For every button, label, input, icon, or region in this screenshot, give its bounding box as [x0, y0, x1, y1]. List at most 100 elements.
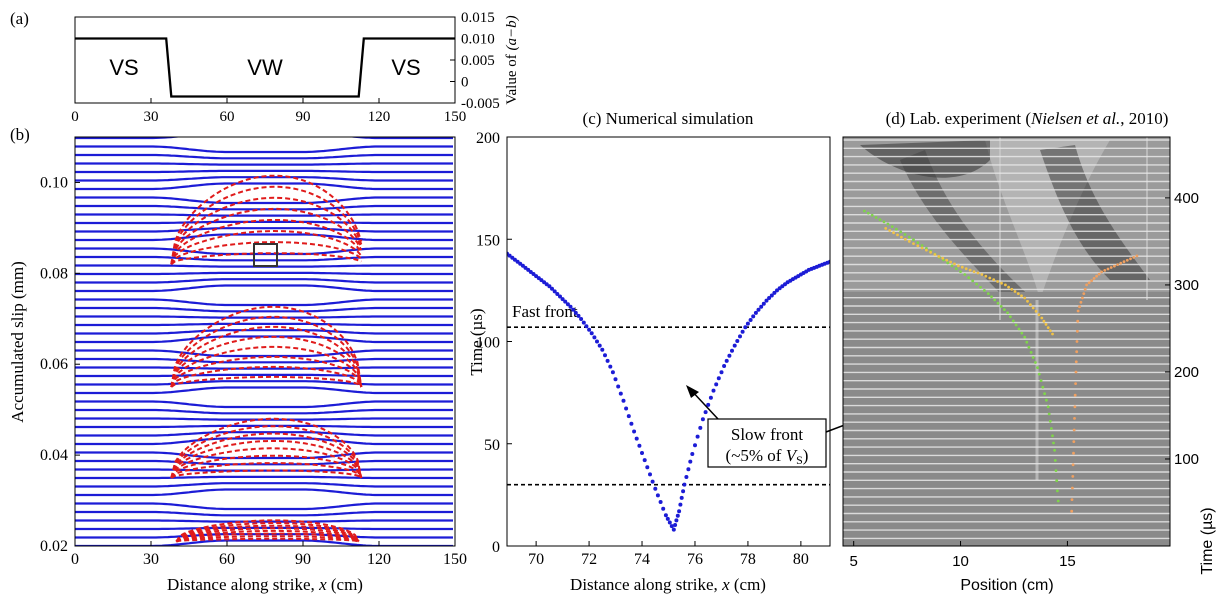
coseismic-curve — [175, 529, 360, 543]
lab-front-marker — [1070, 498, 1074, 501]
lab-front-marker — [1048, 329, 1052, 333]
lab-front-marker — [907, 235, 911, 239]
coseismic-curve — [170, 335, 363, 388]
simulation-point — [671, 527, 676, 532]
lab-front-marker — [1073, 405, 1077, 409]
panel-c-x-axis: 70 72 74 76 78 80 — [528, 541, 809, 568]
interseismic-curve — [75, 408, 453, 415]
region-label-vs-right: VS — [391, 55, 420, 80]
lab-front-marker — [1071, 486, 1074, 490]
lab-front-marker — [1017, 327, 1021, 331]
lab-front-marker — [1050, 427, 1053, 430]
coseismic-curve — [175, 522, 360, 543]
lab-front-marker — [983, 289, 986, 292]
lab-front-marker — [1000, 281, 1003, 285]
lab-front-marker — [878, 218, 882, 222]
simulation-point — [727, 353, 732, 358]
lab-front-marker — [1095, 274, 1098, 278]
lab-front-marker — [1029, 351, 1033, 354]
coseismic-curve — [175, 519, 360, 543]
panel-d-x-tick-label: 5 — [850, 553, 858, 570]
simulation-point — [595, 339, 599, 344]
lab-front-marker — [903, 233, 907, 236]
interseismic-curve — [75, 145, 453, 154]
lab-front-marker — [1074, 360, 1078, 364]
lab-front-marker — [1056, 489, 1059, 493]
simulation-point — [775, 288, 779, 293]
lab-front-marker — [1040, 316, 1044, 320]
panel-c-x-tick-label: 74 — [634, 551, 650, 568]
simulation-point — [634, 436, 639, 441]
lab-front-marker — [963, 273, 967, 276]
lab-front-marker — [976, 271, 980, 275]
lab-front-marker — [1020, 331, 1024, 335]
lab-front-marker — [890, 225, 894, 229]
simulation-point — [753, 310, 758, 315]
simulation-point — [706, 402, 711, 407]
simulation-point — [592, 335, 597, 340]
lab-front-marker — [1073, 417, 1076, 420]
lab-front-marker — [1071, 463, 1075, 467]
panel-c-y-axis: 200 150 100 50 0 — [476, 130, 512, 556]
lab-front-marker — [1078, 305, 1081, 309]
simulation-point — [653, 486, 658, 491]
coseismic-curve — [170, 365, 363, 388]
simulation-point — [732, 343, 737, 348]
simulation-point — [772, 290, 777, 295]
interseismic-curve — [75, 519, 453, 523]
region-label-vs-left: VS — [109, 55, 138, 80]
panel-b-x-axis: 0 30 60 90 120 150 — [71, 541, 467, 568]
panel-b-x-tick-label: 120 — [367, 551, 391, 568]
panel-a-letter: (a) — [10, 9, 29, 28]
panel-a-y-tick-label: -0.005 — [461, 96, 500, 112]
lab-front-marker — [953, 262, 956, 266]
panel-b-x-tick-label: 60 — [219, 551, 235, 568]
interseismic-curve — [75, 298, 453, 307]
interseismic-curve — [75, 357, 453, 364]
panel-c: (c) Numerical simulation Fast front 70 72… — [467, 109, 1031, 594]
interseismic-curve — [75, 169, 453, 174]
lab-front-marker — [1046, 326, 1050, 329]
panel-c-x-tick-label: 72 — [581, 551, 597, 568]
coseismic-curve — [170, 229, 363, 265]
lab-front-marker — [1097, 272, 1101, 276]
simulation-point — [764, 298, 769, 303]
lab-front-marker — [999, 305, 1003, 308]
simulation-point — [695, 434, 700, 439]
simulation-point — [698, 425, 703, 430]
lab-front-marker — [1034, 361, 1037, 364]
lab-front-marker — [980, 273, 984, 276]
lab-front-marker — [1090, 279, 1093, 282]
lab-front-marker — [1044, 323, 1048, 326]
simulation-point — [761, 301, 766, 306]
simulation-point — [568, 304, 573, 309]
coseismic-curve — [170, 417, 363, 479]
lab-front-marker — [1051, 434, 1054, 438]
lab-front-marker — [992, 278, 996, 282]
lab-front-marker — [945, 258, 949, 262]
lab-front-marker — [1081, 296, 1084, 300]
simulation-point — [759, 304, 764, 309]
panel-b-y-tick-label: 0.02 — [40, 538, 68, 555]
coseismic-curve — [170, 185, 363, 265]
interseismic-curve — [75, 213, 453, 217]
coseismic-curve — [170, 454, 363, 479]
interseismic-curve — [75, 437, 453, 446]
interseismic-curve — [75, 386, 453, 395]
panel-a-x-tick-label: 0 — [71, 109, 79, 125]
simulation-point — [560, 297, 565, 302]
panel-c-y-tick-label: 200 — [476, 130, 500, 147]
lab-front-marker — [964, 267, 968, 271]
coseismic-curve — [170, 325, 363, 388]
panel-a-y-axis: 0.015 0.010 0.005 0 -0.005 — [450, 10, 500, 112]
simulation-point — [552, 289, 557, 294]
interseismic-curve — [75, 227, 453, 233]
interseismic-curve — [75, 315, 453, 319]
panel-b-y-axis: 0.10 0.08 0.06 0.04 0.02 — [40, 174, 80, 555]
coseismic-curve — [170, 315, 363, 388]
lab-front-marker — [996, 301, 1000, 305]
simulation-point — [571, 307, 576, 312]
lab-front-marker — [1016, 292, 1020, 295]
simulation-point — [665, 516, 670, 521]
lab-front-marker — [1007, 285, 1010, 289]
